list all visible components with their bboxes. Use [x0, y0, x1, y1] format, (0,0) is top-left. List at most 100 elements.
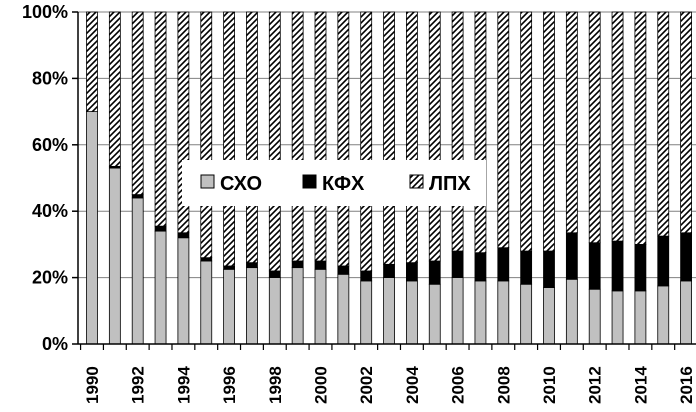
- bar-lph: [543, 11, 555, 252]
- bar-kfh: [360, 270, 373, 282]
- bar-kfh: [268, 270, 281, 278]
- bar-sho: [474, 280, 487, 345]
- bar-kfh: [405, 262, 418, 282]
- bar-kfh: [200, 257, 213, 262]
- bar-sho: [383, 277, 395, 345]
- bar-kfh: [223, 265, 236, 270]
- x-tick-label: 2016: [677, 366, 696, 404]
- bar-lph: [223, 11, 236, 267]
- bar-lph: [474, 11, 487, 254]
- bar-sho: [451, 277, 464, 345]
- y-axis-ticks: 0% 20% 40% 60% 80% 100%: [22, 2, 78, 354]
- bar-kfh: [337, 265, 350, 275]
- bar-sho: [611, 290, 624, 345]
- y-tick-label: 40%: [32, 201, 68, 221]
- bar-kfh: [451, 250, 464, 278]
- bar-lph: [428, 11, 441, 262]
- bar-kfh: [565, 232, 578, 280]
- bar-sho: [177, 237, 190, 345]
- bar-sho: [246, 267, 258, 345]
- y-tick-label: 20%: [32, 268, 68, 288]
- bar-sho: [520, 283, 533, 345]
- bar-lph: [268, 11, 281, 272]
- x-tick-label: 2010: [540, 366, 559, 404]
- bar-sho: [131, 197, 144, 345]
- bar-kfh: [611, 240, 624, 292]
- bar-sho: [200, 260, 213, 345]
- bar-kfh: [314, 260, 327, 270]
- bar-kfh: [428, 260, 441, 285]
- bar-lph: [611, 11, 624, 242]
- x-tick-label: 2012: [586, 366, 605, 404]
- bar-kfh: [657, 235, 670, 287]
- x-tick-label: 1996: [220, 366, 239, 404]
- bar-sho: [268, 277, 281, 345]
- bar-lph: [246, 11, 258, 264]
- bar-sho: [360, 280, 373, 345]
- legend: СХО КФХ ЛПХ: [182, 160, 486, 206]
- y-tick-label: 60%: [32, 135, 68, 155]
- bar-kfh: [543, 250, 555, 288]
- bar-kfh: [291, 260, 304, 269]
- bar-lph: [680, 11, 692, 234]
- bar-lph: [291, 11, 304, 262]
- bar-kfh: [588, 242, 601, 290]
- bar-kfh: [680, 232, 692, 282]
- bar-sho: [291, 267, 304, 345]
- x-tick-label: 2002: [357, 366, 376, 404]
- bar-lph: [383, 11, 395, 265]
- x-tick-label: 2004: [403, 366, 422, 404]
- bar-lph: [657, 11, 670, 237]
- bar-lph: [154, 11, 167, 227]
- bar-kfh: [177, 232, 190, 239]
- bar-lph: [108, 11, 121, 167]
- bar-lph: [177, 11, 190, 234]
- y-tick-label: 100%: [22, 2, 68, 22]
- y-tick-label: 0%: [42, 334, 68, 354]
- axes: [77, 12, 696, 345]
- bar-lph: [131, 11, 144, 196]
- bar-sho: [680, 280, 692, 345]
- bar-sho: [337, 273, 350, 345]
- legend-box: [182, 160, 486, 206]
- bar-lph: [497, 11, 510, 249]
- bar-sho: [497, 280, 510, 345]
- legend-label-kfh: КФХ: [322, 173, 365, 195]
- bar-sho: [428, 283, 441, 345]
- bar-lph: [360, 11, 373, 272]
- legend-swatch-kfh: [302, 174, 317, 189]
- bar-lph: [565, 11, 578, 234]
- bar-lph: [314, 11, 327, 262]
- y-tick-label: 80%: [32, 68, 68, 88]
- x-tick-label: 2006: [449, 366, 468, 404]
- bar-lph: [405, 11, 418, 264]
- legend-label-lph: ЛПХ: [429, 173, 471, 195]
- bar-sho: [108, 167, 121, 345]
- x-tick-label: 2014: [631, 366, 650, 404]
- bar-sho: [223, 268, 236, 345]
- bar-sho: [154, 230, 167, 345]
- bar-sho: [588, 288, 601, 345]
- bar-sho: [86, 111, 98, 345]
- bar-lph: [337, 11, 350, 267]
- bar-lph: [634, 11, 647, 245]
- legend-swatch-sho: [200, 174, 215, 189]
- bar-sho: [543, 287, 555, 345]
- bar-sho: [657, 285, 670, 345]
- bar-lph: [86, 11, 98, 112]
- x-tick-label: 1992: [129, 366, 148, 404]
- x-tick-label: 1994: [174, 366, 193, 404]
- bar-kfh: [131, 194, 144, 199]
- bar-lph: [520, 11, 533, 252]
- bar-kfh: [520, 250, 533, 285]
- x-tick-label: 2008: [494, 366, 513, 404]
- x-tick-label: 1998: [266, 366, 285, 404]
- bar-kfh: [154, 225, 167, 232]
- bar-sho: [634, 290, 647, 345]
- legend-label-sho: СХО: [220, 173, 262, 195]
- bar-kfh: [497, 247, 510, 282]
- bar-lph: [451, 11, 464, 252]
- bar-sho: [314, 268, 327, 345]
- legend-swatch-lph: [409, 174, 424, 189]
- bar-sho: [405, 280, 418, 345]
